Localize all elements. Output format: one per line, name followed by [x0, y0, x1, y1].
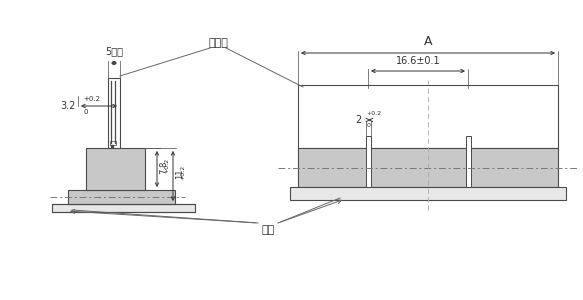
Bar [290, 187, 566, 200]
Bar [465, 136, 470, 187]
Text: 5以上: 5以上 [105, 46, 123, 56]
Text: 2: 2 [355, 115, 361, 125]
Text: 基洿: 基洿 [261, 225, 275, 235]
Bar [86, 148, 145, 190]
Text: +0.2: +0.2 [164, 158, 169, 172]
Text: +0.2: +0.2 [367, 111, 382, 116]
Text: パネル: パネル [208, 38, 228, 48]
Text: +0.2: +0.2 [180, 164, 185, 180]
Bar [298, 148, 558, 187]
Text: A: A [424, 35, 432, 48]
Bar [298, 85, 558, 148]
Text: 11: 11 [175, 169, 184, 179]
Text: 7.8: 7.8 [159, 160, 168, 174]
Text: 3.2: 3.2 [61, 101, 76, 111]
Text: +0.2: +0.2 [83, 96, 100, 102]
Bar [110, 141, 116, 145]
Bar [68, 190, 175, 204]
Text: 16.6±0.1: 16.6±0.1 [396, 56, 440, 66]
Bar [108, 78, 120, 148]
Text: 0: 0 [367, 123, 370, 128]
Bar [366, 136, 371, 187]
Bar [52, 204, 195, 212]
Text: 0: 0 [83, 109, 87, 115]
